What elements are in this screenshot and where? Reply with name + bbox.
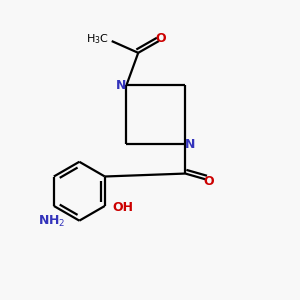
Text: H$_3$C: H$_3$C xyxy=(86,33,109,46)
Text: OH: OH xyxy=(112,201,133,214)
Text: O: O xyxy=(156,32,166,46)
Text: NH$_2$: NH$_2$ xyxy=(38,214,65,229)
Text: N: N xyxy=(185,138,196,151)
Text: N: N xyxy=(116,79,126,92)
Text: O: O xyxy=(203,175,214,188)
